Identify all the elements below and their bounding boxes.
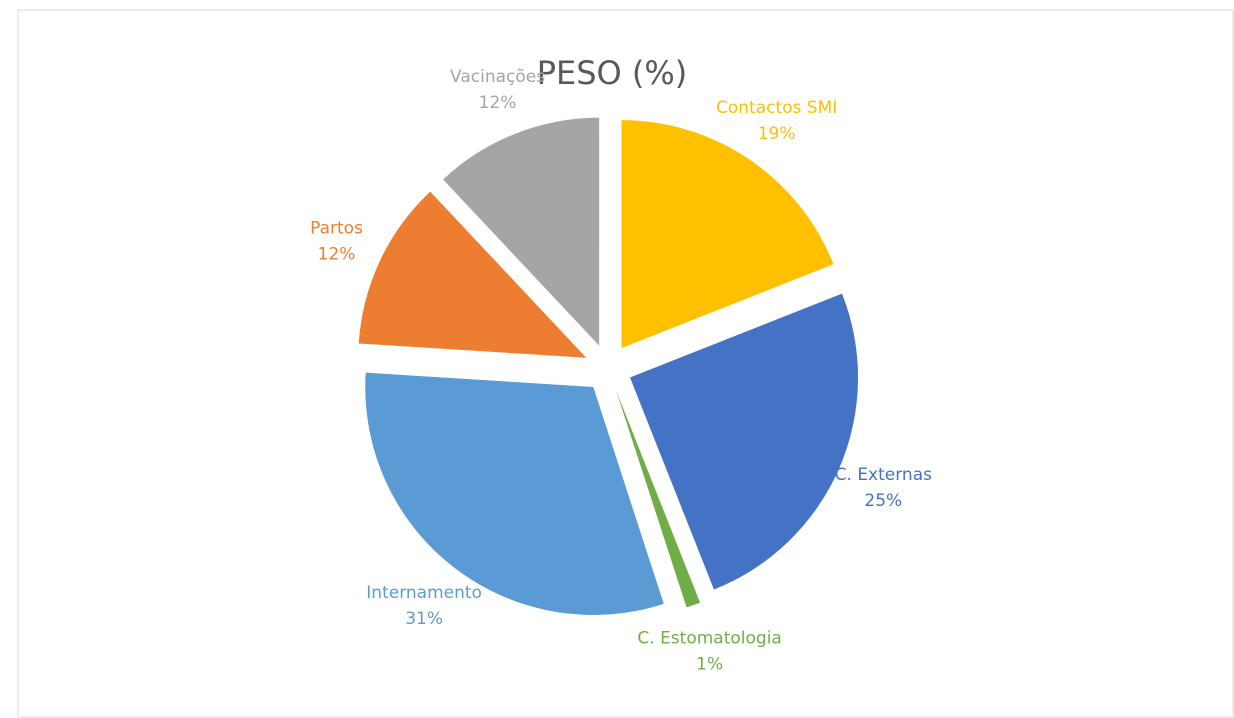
slice-label: Partos — [310, 218, 363, 238]
slice-label: Vacinações — [450, 67, 545, 87]
pie-slice — [358, 191, 587, 358]
slice-label: Internamento — [366, 583, 482, 603]
slice-value-label: 12% — [479, 93, 517, 113]
slice-label: C. Externas — [835, 465, 932, 485]
slice-value-label: 1% — [696, 654, 723, 674]
pie-slice — [630, 293, 859, 590]
chart-title: PESO (%) — [537, 54, 688, 92]
slice-value-label: 12% — [318, 244, 356, 264]
slice-label: C. Estomatologia — [637, 628, 781, 648]
slice-value-label: 25% — [864, 491, 902, 511]
slice-value-label: 31% — [405, 609, 443, 629]
pie-slice — [616, 390, 701, 608]
slice-value-label: 19% — [758, 124, 796, 144]
pie-slice — [443, 117, 600, 346]
pie-slice — [621, 120, 834, 349]
slice-label: Contactos SMI — [716, 98, 837, 118]
pie-slice — [365, 372, 664, 615]
